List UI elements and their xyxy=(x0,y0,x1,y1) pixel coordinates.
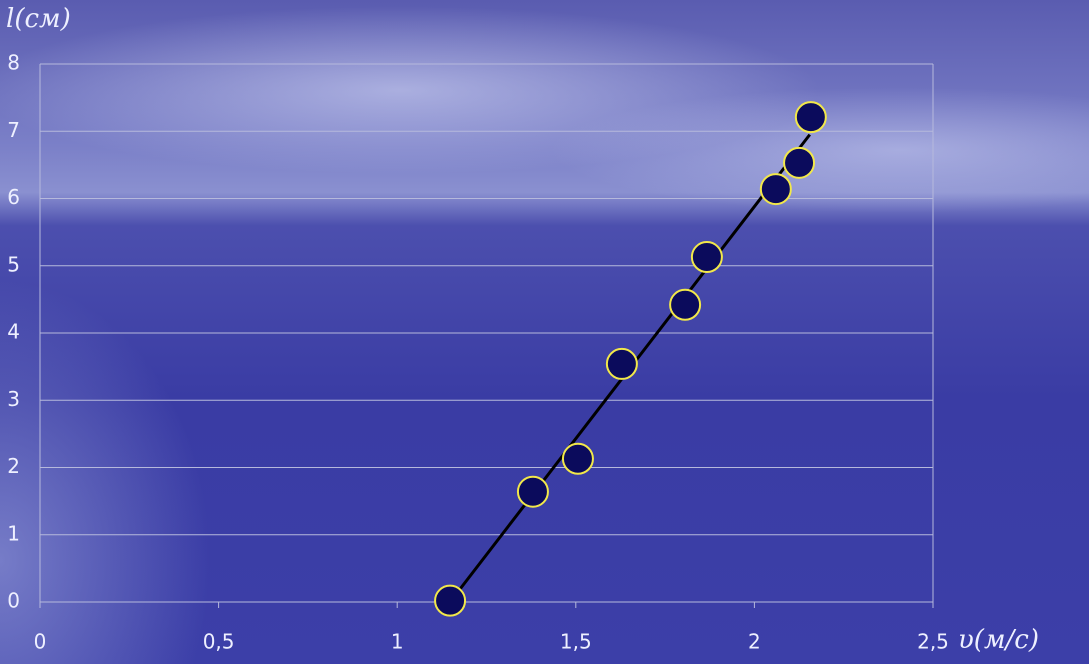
x-tick-label: 2,5 xyxy=(917,630,949,654)
x-tick-label: 1 xyxy=(391,630,404,654)
y-tick-label: 5 xyxy=(7,252,20,276)
point xyxy=(783,146,816,179)
point xyxy=(561,442,594,475)
y-tick-label: 4 xyxy=(7,320,20,344)
x-tick-label: 2 xyxy=(748,630,761,654)
x-tick-label: 1,5 xyxy=(560,630,592,654)
y-tick-label: 6 xyxy=(7,185,20,209)
y-tick-label: 2 xyxy=(7,454,20,478)
y-tick-label: 3 xyxy=(7,387,20,411)
point xyxy=(690,241,723,274)
x-axis-label: υ(м/с) xyxy=(958,625,1039,655)
y-tick-label: 8 xyxy=(7,51,20,75)
point xyxy=(516,475,549,508)
y-tick-label: 1 xyxy=(7,521,20,545)
point xyxy=(794,101,827,134)
y-axis-label: l(см) xyxy=(6,4,71,34)
point xyxy=(759,173,792,206)
y-tick-label: 0 xyxy=(7,589,20,613)
x-tick-label: 0,5 xyxy=(203,630,235,654)
point xyxy=(669,288,702,321)
y-tick-label: 7 xyxy=(7,118,20,142)
x-tick-label: 0 xyxy=(34,630,47,654)
point xyxy=(605,347,638,380)
point xyxy=(434,584,467,617)
